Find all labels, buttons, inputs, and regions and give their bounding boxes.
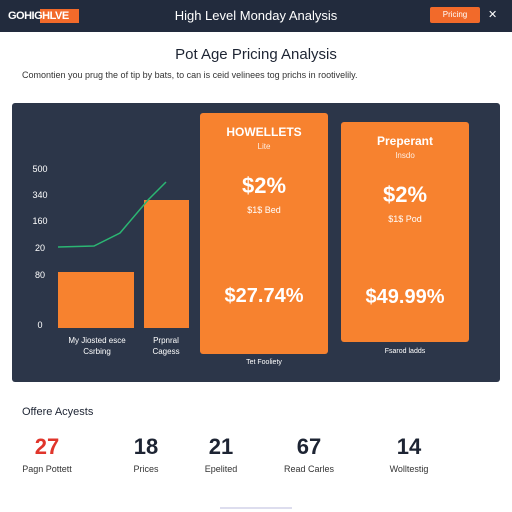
logo[interactable]: GOHIGHLVE [8, 9, 79, 23]
stat-label: Prices [133, 464, 159, 474]
bar [58, 272, 134, 328]
card-rate: $2% [382, 182, 428, 207]
card-caption: Tet Fooliety [246, 359, 282, 366]
card-caption: Fsarod ladds [384, 348, 426, 355]
page-subtitle: Comontien you prug the of tip by bats, t… [22, 70, 358, 80]
stat-value: 21 [208, 434, 234, 459]
card-tag: Insdo [395, 151, 415, 160]
card-rate: $2% [241, 173, 287, 198]
stat-label: Pagn Pottett [22, 464, 72, 474]
axis-label: 340 [32, 190, 48, 200]
stats-title: Offere Acyests [22, 406, 94, 418]
trend-line [57, 181, 167, 248]
stat-label: Wolltestig [389, 464, 429, 474]
axis-label: 0 [37, 320, 43, 330]
stat-label: Epelited [204, 464, 238, 474]
card-note: $1$ Bed [247, 205, 281, 215]
bar-label: Prpnral Cagess [152, 336, 180, 356]
page-title: Pot Age Pricing Analysis [175, 46, 337, 63]
bar [144, 200, 189, 328]
card-name: Preperant [376, 134, 434, 148]
card-name: HOWELLETS [226, 125, 302, 139]
axis-label: 160 [32, 216, 48, 226]
stat-value: 27 [34, 434, 60, 459]
close-icon[interactable]: ✕ [488, 9, 498, 21]
header-title: High Level Monday Analysis [174, 8, 338, 23]
axis-label: 20 [34, 243, 45, 253]
axis-label: 500 [32, 164, 48, 174]
card-price: $49.99% [365, 286, 445, 308]
header: GOHIGHLVE High Level Monday Analysis Pri… [0, 0, 512, 32]
plan-card[interactable]: HOWELLETS Lite $2% $1$ Bed $27.74% [200, 113, 328, 354]
axis-label: 80 [34, 270, 45, 280]
bar-label: My Jiosted esce Csrbing [68, 336, 126, 356]
plan-card[interactable]: Preperant Insdo $2% $1$ Pod $49.99% [341, 122, 469, 342]
card-note: $1$ Pod [388, 214, 422, 224]
stat-value: 67 [296, 434, 322, 459]
stat-value: 14 [396, 434, 422, 459]
card-price: $27.74% [224, 285, 304, 307]
stat-label: Read Carles [283, 464, 335, 474]
stat-value: 18 [133, 434, 159, 459]
pricing-button[interactable]: Pricing [430, 7, 480, 23]
card-tag: Lite [257, 142, 271, 151]
footer-bar [220, 507, 292, 509]
